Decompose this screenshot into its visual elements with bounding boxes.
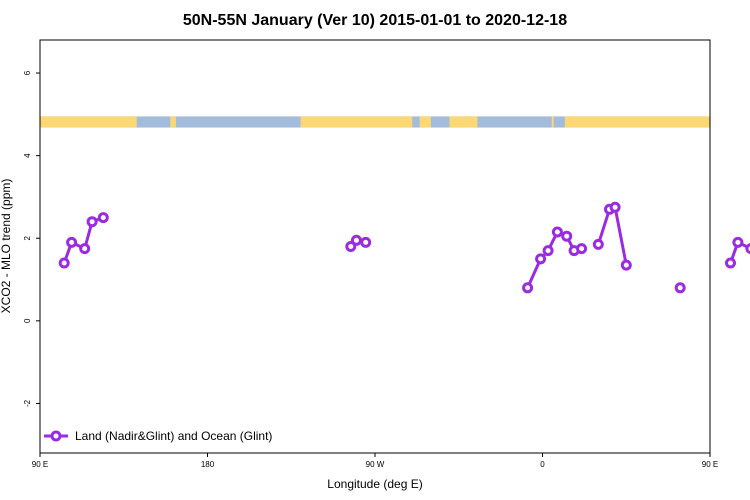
- data-point: [345, 241, 357, 252]
- y-tick-label: 0: [23, 318, 32, 323]
- land-segment: [300, 116, 413, 128]
- land-segment: [419, 116, 431, 128]
- x-tick-label: 180: [201, 460, 215, 469]
- data-point: [58, 257, 70, 269]
- land-segment: [170, 116, 176, 128]
- data-point: [732, 236, 744, 248]
- y-tick-label: 6: [23, 70, 32, 75]
- y-tick-label: -2: [23, 399, 32, 407]
- legend-marker-sample: [50, 430, 62, 442]
- x-tick-label: 90 E: [32, 460, 48, 469]
- legend: Land (Nadir&Glint) and Ocean (Glint): [44, 429, 272, 443]
- x-tick-label: 90 E: [702, 460, 718, 469]
- land-segment: [449, 116, 478, 128]
- x-tick-label: 0: [540, 460, 545, 469]
- land-segment: [40, 116, 137, 128]
- data-point: [576, 243, 588, 255]
- series-group: [58, 201, 750, 294]
- data-point: [609, 201, 621, 213]
- data-point: [592, 238, 604, 250]
- legend-label: Land (Nadir&Glint) and Ocean (Glint): [75, 429, 272, 443]
- data-point: [360, 236, 372, 248]
- data-point: [86, 216, 98, 228]
- data-point: [66, 236, 78, 248]
- land-segment: [564, 116, 710, 128]
- data-point: [79, 243, 91, 255]
- y-axis: -2 0 2 4 6: [23, 70, 40, 407]
- data-point: [542, 245, 554, 257]
- data-point: [97, 212, 109, 224]
- y-axis-label: XCO2 - MLO trend (ppm): [0, 179, 13, 314]
- data-point: [674, 282, 686, 294]
- x-tick-label: 90 W: [366, 460, 385, 469]
- x-axis-label: Longitude (deg E): [327, 477, 422, 491]
- land-segment: [551, 116, 554, 128]
- chart-title: 50N-55N January (Ver 10) 2015-01-01 to 2…: [183, 12, 567, 29]
- x-axis: 90 E 180 90 W 0 90 E: [32, 453, 718, 469]
- series-line: [729, 240, 750, 264]
- data-point: [522, 282, 534, 294]
- data-point: [745, 243, 750, 255]
- data-point: [561, 230, 573, 242]
- land-ocean-band: [40, 116, 710, 128]
- y-tick-label: 2: [23, 235, 32, 240]
- data-point: [535, 253, 547, 265]
- data-point: [725, 257, 736, 269]
- data-point: [551, 226, 563, 238]
- data-point: [620, 259, 632, 271]
- y-tick-label: 4: [23, 153, 32, 158]
- data-point: [350, 234, 362, 246]
